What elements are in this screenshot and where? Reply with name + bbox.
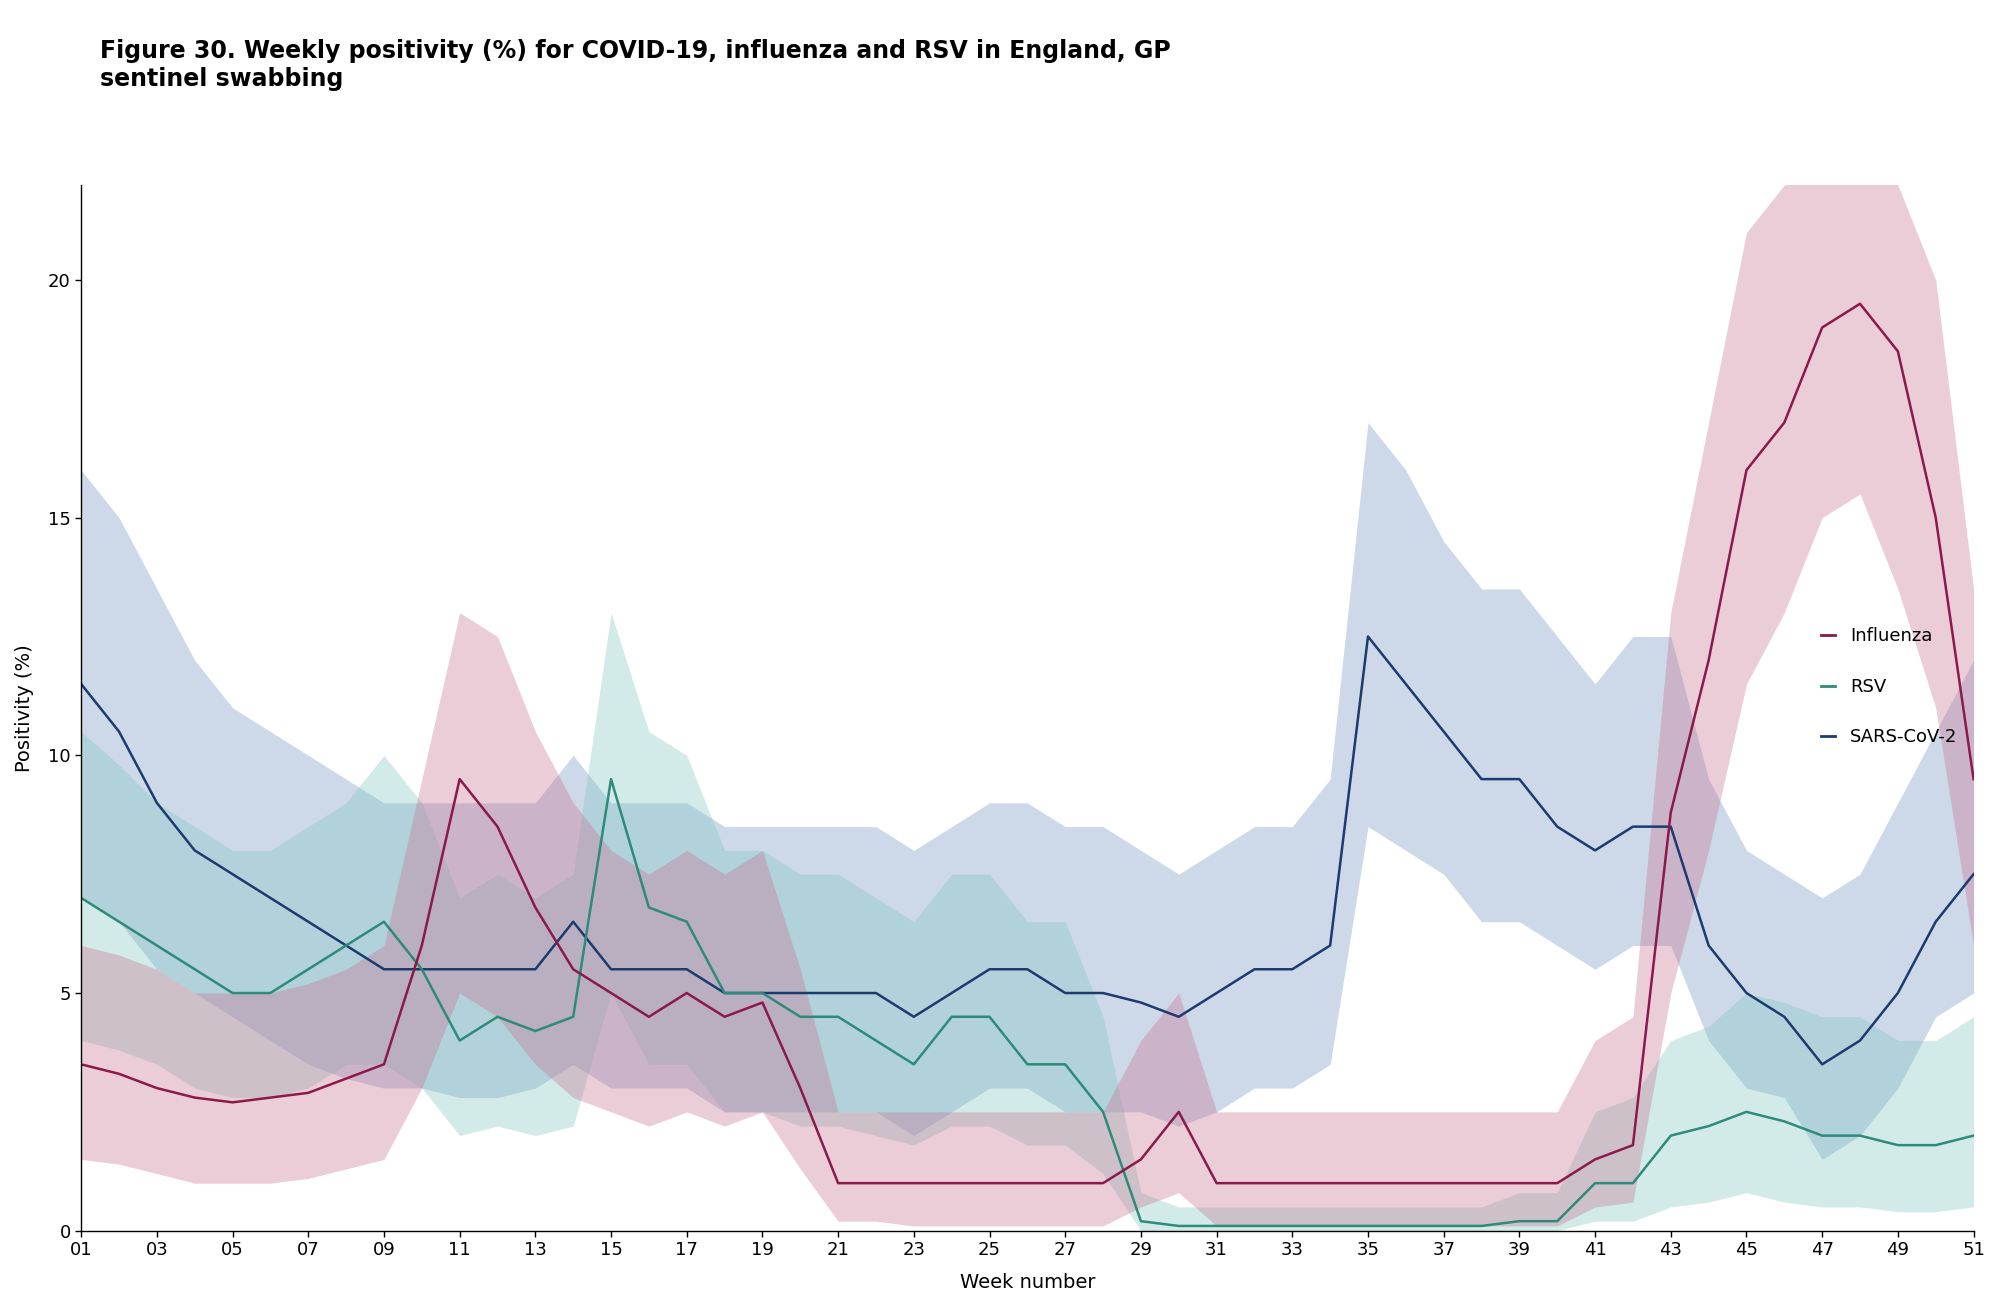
Y-axis label: Positivity (%): Positivity (%) [14, 644, 34, 771]
Text: Figure 30. Weekly positivity (%) for COVID-19, influenza and RSV in England, GP
: Figure 30. Weekly positivity (%) for COV… [100, 39, 1170, 91]
Legend: Influenza, RSV, SARS-CoV-2: Influenza, RSV, SARS-CoV-2 [1814, 620, 1964, 754]
X-axis label: Week number: Week number [960, 1273, 1096, 1293]
